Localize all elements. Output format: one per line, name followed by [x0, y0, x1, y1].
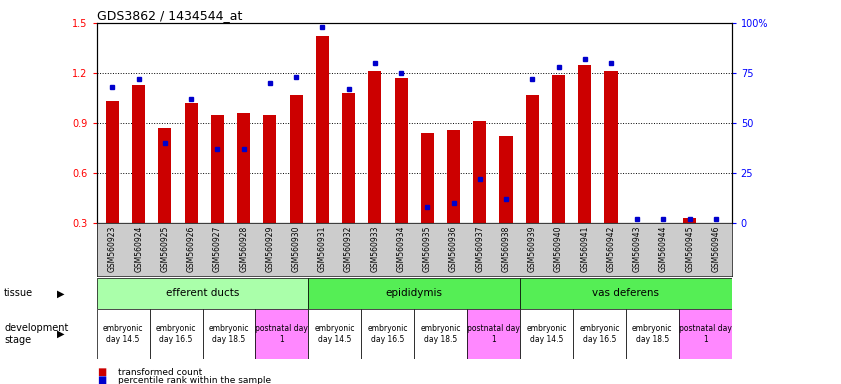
- Bar: [552, 74, 565, 223]
- Bar: [447, 129, 460, 223]
- Text: GSM560942: GSM560942: [606, 225, 616, 272]
- Bar: [500, 136, 512, 223]
- Text: embryonic
day 14.5: embryonic day 14.5: [103, 324, 144, 344]
- Text: epididymis: epididymis: [386, 288, 442, 298]
- Text: GSM560944: GSM560944: [659, 225, 668, 272]
- Text: GSM560938: GSM560938: [501, 225, 510, 272]
- Bar: [263, 114, 277, 223]
- Text: embryonic
day 18.5: embryonic day 18.5: [209, 324, 249, 344]
- Text: embryonic
day 16.5: embryonic day 16.5: [368, 324, 408, 344]
- Text: vas deferens: vas deferens: [592, 288, 659, 298]
- Bar: [342, 93, 355, 223]
- Text: GSM560943: GSM560943: [632, 225, 642, 272]
- Text: efferent ducts: efferent ducts: [166, 288, 239, 298]
- Bar: [150, 309, 203, 359]
- Bar: [289, 94, 303, 223]
- Text: ■: ■: [97, 375, 106, 384]
- Text: embryonic
day 14.5: embryonic day 14.5: [315, 324, 355, 344]
- Text: GSM560924: GSM560924: [135, 225, 143, 272]
- Text: postnatal day
1: postnatal day 1: [256, 324, 309, 344]
- Text: stage: stage: [4, 335, 31, 345]
- Bar: [132, 84, 145, 223]
- Text: GSM560931: GSM560931: [318, 225, 327, 272]
- Bar: [368, 71, 382, 223]
- Bar: [520, 278, 732, 309]
- Bar: [467, 309, 520, 359]
- Bar: [473, 121, 486, 223]
- Text: postnatal day
1: postnatal day 1: [679, 324, 732, 344]
- Bar: [158, 128, 172, 223]
- Text: ▶: ▶: [57, 329, 65, 339]
- Bar: [683, 218, 696, 223]
- Bar: [256, 309, 309, 359]
- Text: embryonic
day 18.5: embryonic day 18.5: [420, 324, 461, 344]
- Text: embryonic
day 18.5: embryonic day 18.5: [632, 324, 673, 344]
- Text: GSM560934: GSM560934: [397, 225, 405, 272]
- Bar: [362, 309, 414, 359]
- Text: GSM560933: GSM560933: [370, 225, 379, 272]
- Text: GSM560945: GSM560945: [685, 225, 694, 272]
- Text: GSM560941: GSM560941: [580, 225, 590, 272]
- Text: GDS3862 / 1434544_at: GDS3862 / 1434544_at: [97, 9, 242, 22]
- Bar: [97, 309, 150, 359]
- Text: embryonic
day 16.5: embryonic day 16.5: [579, 324, 620, 344]
- Bar: [97, 278, 309, 309]
- Bar: [237, 113, 251, 223]
- Text: ■: ■: [97, 367, 106, 377]
- Text: GSM560935: GSM560935: [423, 225, 431, 272]
- Text: GSM560925: GSM560925: [161, 225, 169, 272]
- Text: GSM560929: GSM560929: [266, 225, 274, 272]
- Bar: [520, 309, 573, 359]
- Bar: [211, 114, 224, 223]
- Text: GSM560937: GSM560937: [475, 225, 484, 272]
- Text: GSM560936: GSM560936: [449, 225, 458, 272]
- Bar: [414, 309, 467, 359]
- Text: postnatal day
1: postnatal day 1: [467, 324, 520, 344]
- Bar: [185, 103, 198, 223]
- Text: embryonic
day 16.5: embryonic day 16.5: [156, 324, 196, 344]
- Text: GSM560923: GSM560923: [108, 225, 117, 272]
- Bar: [626, 309, 679, 359]
- Bar: [573, 309, 626, 359]
- Text: embryonic
day 14.5: embryonic day 14.5: [526, 324, 567, 344]
- Bar: [679, 309, 732, 359]
- Text: percentile rank within the sample: percentile rank within the sample: [118, 376, 271, 384]
- Bar: [309, 309, 362, 359]
- Text: ▶: ▶: [57, 288, 65, 298]
- Text: GSM560932: GSM560932: [344, 225, 353, 272]
- Text: GSM560927: GSM560927: [213, 225, 222, 272]
- Bar: [316, 36, 329, 223]
- Bar: [309, 278, 520, 309]
- Bar: [394, 78, 408, 223]
- Text: tissue: tissue: [4, 288, 34, 298]
- Bar: [420, 133, 434, 223]
- Bar: [578, 65, 591, 223]
- Text: GSM560926: GSM560926: [187, 225, 196, 272]
- Text: transformed count: transformed count: [118, 368, 202, 377]
- Bar: [605, 71, 617, 223]
- Text: GSM560928: GSM560928: [239, 225, 248, 271]
- Text: development: development: [4, 323, 69, 333]
- Bar: [106, 101, 119, 223]
- Text: GSM560939: GSM560939: [528, 225, 537, 272]
- Bar: [526, 94, 539, 223]
- Bar: [203, 309, 256, 359]
- Text: GSM560940: GSM560940: [554, 225, 563, 272]
- Text: GSM560930: GSM560930: [292, 225, 300, 272]
- Text: GSM560946: GSM560946: [711, 225, 721, 272]
